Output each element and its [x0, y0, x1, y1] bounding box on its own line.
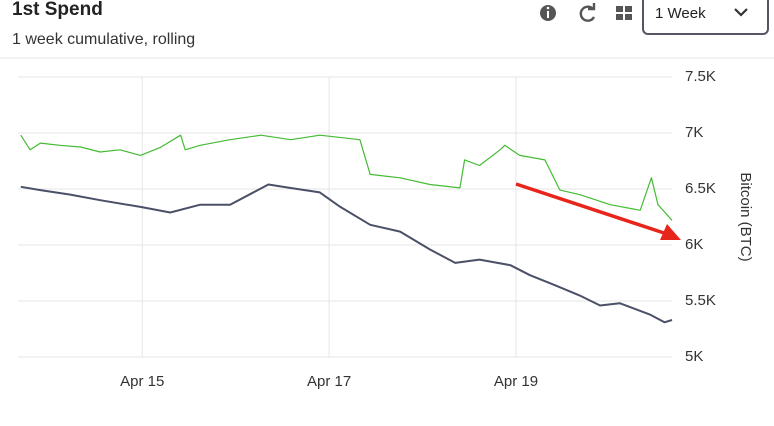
- y-tick-label: 5.5K: [685, 292, 716, 309]
- annotation-arrow: [515, 182, 681, 240]
- x-tick-label: Apr 15: [120, 373, 164, 390]
- y-tick-label: 6.5K: [685, 180, 716, 197]
- x-tick-label: Apr 19: [494, 373, 538, 390]
- y-tick-label: 7K: [685, 124, 703, 141]
- dropdown-label: 1 Week: [655, 5, 706, 22]
- refresh-icon[interactable]: [579, 3, 596, 22]
- y-axis-title: Bitcoin (BTC): [737, 172, 754, 261]
- range-dropdown[interactable]: 1 Week: [642, 0, 769, 35]
- chart-subtitle: 1 week cumulative, rolling: [12, 31, 195, 48]
- y-tick-label: 5K: [685, 348, 703, 365]
- layout-icon[interactable]: [616, 6, 632, 20]
- chart-title: 1st Spend: [12, 0, 103, 20]
- series-line: [20, 134, 673, 221]
- info-icon[interactable]: [540, 5, 556, 21]
- y-tick-label: 7.5K: [685, 68, 716, 85]
- y-tick-label: 6K: [685, 236, 703, 253]
- x-tick-label: Apr 17: [307, 373, 351, 390]
- series-line: [20, 183, 673, 324]
